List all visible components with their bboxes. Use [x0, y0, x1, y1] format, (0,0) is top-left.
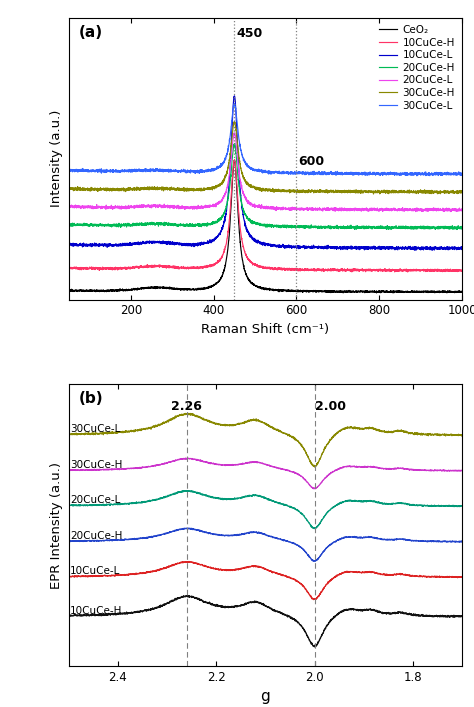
20CuCe-H [217, 215, 222, 223]
CeO₂ [374, 288, 379, 297]
Text: 30CuCe-L: 30CuCe-L [70, 424, 120, 434]
X-axis label: Raman Shift (cm⁻¹): Raman Shift (cm⁻¹) [201, 323, 329, 336]
20CuCe-H [111, 221, 117, 229]
20CuCe-L [459, 206, 465, 215]
20CuCe-H [134, 221, 140, 229]
Text: 10CuCe-H: 10CuCe-H [70, 606, 123, 616]
10CuCe-L [459, 245, 465, 253]
Text: 450: 450 [237, 28, 263, 40]
20CuCe-H [452, 223, 457, 231]
Legend: CeO₂, 10CuCe-H, 10CuCe-L, 20CuCe-H, 20CuCe-L, 30CuCe-H, 30CuCe-L: CeO₂, 10CuCe-H, 10CuCe-L, 20CuCe-H, 20Cu… [376, 23, 457, 112]
Text: 2.00: 2.00 [315, 400, 346, 413]
CeO₂ [459, 287, 465, 296]
CeO₂ [111, 287, 117, 296]
30CuCe-L [66, 167, 72, 175]
10CuCe-L [410, 244, 415, 252]
Y-axis label: EPR Intensity (a.u.): EPR Intensity (a.u.) [50, 462, 63, 588]
10CuCe-H [66, 264, 72, 272]
Text: 20CuCe-H: 20CuCe-H [70, 531, 123, 541]
10CuCe-H [234, 180, 240, 188]
10CuCe-H [410, 266, 415, 274]
CeO₂ [452, 288, 457, 297]
Line: 10CuCe-L: 10CuCe-L [69, 96, 462, 250]
10CuCe-L [111, 240, 117, 249]
20CuCe-L [234, 145, 240, 153]
30CuCe-H [134, 182, 140, 191]
10CuCe-L [232, 92, 237, 100]
Text: 2.26: 2.26 [171, 400, 202, 413]
30CuCe-H [459, 188, 465, 197]
Line: 20CuCe-L: 20CuCe-L [69, 133, 462, 211]
Line: 30CuCe-L: 30CuCe-L [69, 104, 462, 176]
20CuCe-L [410, 205, 415, 214]
20CuCe-H [232, 139, 237, 148]
Line: 30CuCe-H: 30CuCe-H [69, 122, 462, 194]
CeO₂ [231, 156, 237, 165]
Text: 600: 600 [299, 155, 325, 168]
20CuCe-L [452, 205, 457, 214]
20CuCe-H [454, 226, 460, 234]
30CuCe-L [134, 167, 140, 175]
30CuCe-H [111, 185, 117, 194]
10CuCe-L [217, 230, 222, 238]
10CuCe-H [232, 156, 237, 164]
20CuCe-L [413, 207, 419, 216]
30CuCe-L [414, 172, 420, 180]
Text: (a): (a) [79, 25, 103, 40]
30CuCe-L [234, 115, 240, 124]
20CuCe-L [66, 201, 72, 210]
30CuCe-L [111, 168, 117, 176]
10CuCe-H [111, 264, 117, 273]
CeO₂ [66, 286, 72, 295]
30CuCe-H [371, 189, 376, 198]
Line: CeO₂: CeO₂ [69, 160, 462, 293]
30CuCe-L [410, 171, 415, 180]
10CuCe-H [452, 266, 457, 274]
10CuCe-L [66, 240, 72, 248]
20CuCe-H [410, 225, 415, 233]
30CuCe-L [231, 100, 237, 108]
Y-axis label: Intensity (a.u.): Intensity (a.u.) [50, 110, 63, 207]
10CuCe-L [234, 124, 240, 133]
Line: 10CuCe-H: 10CuCe-H [69, 160, 462, 272]
CeO₂ [234, 185, 240, 194]
10CuCe-L [429, 246, 435, 255]
Text: 10CuCe-L: 10CuCe-L [70, 566, 120, 576]
30CuCe-L [452, 170, 457, 179]
30CuCe-L [459, 170, 465, 179]
20CuCe-H [459, 225, 465, 233]
CeO₂ [134, 285, 140, 293]
CeO₂ [217, 276, 222, 285]
30CuCe-H [66, 184, 72, 192]
20CuCe-L [134, 201, 140, 209]
20CuCe-H [66, 218, 72, 227]
10CuCe-H [217, 257, 222, 265]
30CuCe-H [217, 180, 222, 189]
Line: 20CuCe-H: 20CuCe-H [69, 144, 462, 230]
10CuCe-H [459, 266, 465, 274]
30CuCe-H [452, 187, 457, 196]
20CuCe-L [217, 197, 222, 206]
X-axis label: g: g [261, 689, 270, 704]
10CuCe-H [405, 268, 410, 276]
Text: (b): (b) [79, 391, 103, 406]
30CuCe-H [231, 117, 237, 126]
30CuCe-H [410, 188, 415, 197]
30CuCe-L [217, 163, 222, 172]
Text: 20CuCe-L: 20CuCe-L [70, 496, 120, 506]
30CuCe-H [234, 133, 240, 141]
10CuCe-L [452, 243, 457, 251]
10CuCe-H [134, 262, 140, 271]
20CuCe-L [232, 129, 237, 137]
Text: 30CuCe-H: 30CuCe-H [70, 460, 123, 470]
10CuCe-L [134, 240, 140, 248]
20CuCe-H [234, 158, 240, 167]
20CuCe-L [111, 203, 117, 211]
CeO₂ [410, 288, 415, 296]
